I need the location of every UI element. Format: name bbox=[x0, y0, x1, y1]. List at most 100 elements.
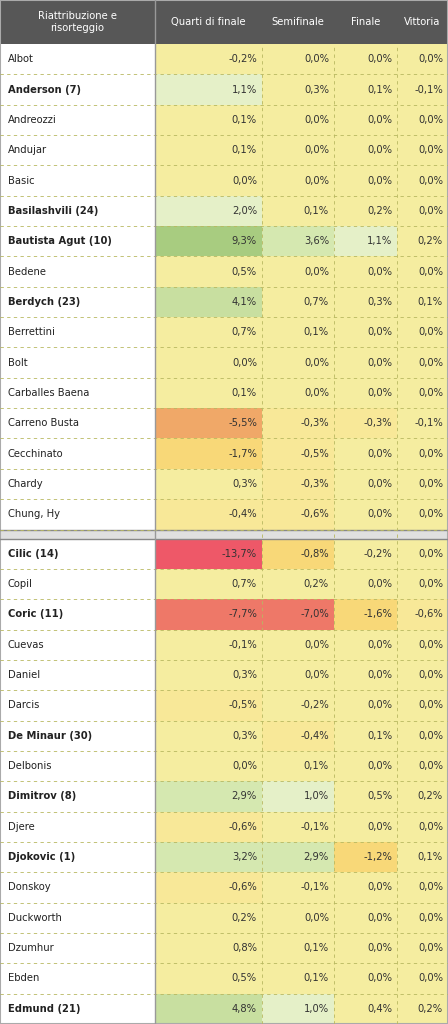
Text: 1,0%: 1,0% bbox=[304, 1004, 329, 1014]
Bar bbox=[334, 539, 397, 569]
Bar bbox=[262, 287, 334, 317]
Text: 0,3%: 0,3% bbox=[232, 479, 257, 489]
Text: 0,0%: 0,0% bbox=[418, 943, 443, 953]
Bar bbox=[155, 409, 262, 438]
Text: 9,3%: 9,3% bbox=[232, 237, 257, 246]
Text: -0,3%: -0,3% bbox=[300, 418, 329, 428]
Bar bbox=[397, 196, 448, 226]
Bar bbox=[262, 751, 334, 781]
Text: 3,2%: 3,2% bbox=[232, 852, 257, 862]
Text: 0,0%: 0,0% bbox=[418, 206, 443, 216]
Text: -5,5%: -5,5% bbox=[228, 418, 257, 428]
Bar bbox=[334, 438, 397, 469]
Bar bbox=[262, 659, 334, 690]
Bar bbox=[334, 165, 397, 196]
Text: -0,3%: -0,3% bbox=[363, 418, 392, 428]
Text: 0,0%: 0,0% bbox=[418, 115, 443, 125]
Text: 0,3%: 0,3% bbox=[304, 85, 329, 94]
Bar bbox=[155, 812, 262, 842]
Text: Cuevas: Cuevas bbox=[8, 640, 45, 649]
Bar bbox=[262, 964, 334, 993]
Bar bbox=[0, 529, 448, 539]
Text: 0,0%: 0,0% bbox=[367, 388, 392, 398]
Bar bbox=[397, 872, 448, 902]
Text: 0,2%: 0,2% bbox=[418, 792, 443, 802]
Bar bbox=[262, 0, 334, 44]
Text: 0,0%: 0,0% bbox=[418, 509, 443, 519]
Text: 0,2%: 0,2% bbox=[418, 237, 443, 246]
Bar bbox=[397, 933, 448, 964]
Bar bbox=[262, 872, 334, 902]
Bar bbox=[334, 599, 397, 630]
Text: 0,0%: 0,0% bbox=[418, 54, 443, 65]
Text: -7,7%: -7,7% bbox=[228, 609, 257, 620]
Bar bbox=[334, 499, 397, 529]
Bar bbox=[397, 569, 448, 599]
Text: 0,7%: 0,7% bbox=[232, 328, 257, 337]
Bar bbox=[334, 378, 397, 409]
Text: 0,0%: 0,0% bbox=[418, 640, 443, 649]
Bar bbox=[262, 104, 334, 135]
Bar bbox=[0, 964, 155, 993]
Bar bbox=[0, 751, 155, 781]
Bar bbox=[262, 409, 334, 438]
Text: 2,9%: 2,9% bbox=[304, 852, 329, 862]
Text: Berrettini: Berrettini bbox=[8, 328, 55, 337]
Text: 0,0%: 0,0% bbox=[418, 974, 443, 983]
Text: Cilic (14): Cilic (14) bbox=[8, 549, 59, 559]
Bar bbox=[334, 690, 397, 721]
Bar bbox=[397, 469, 448, 499]
Bar bbox=[334, 812, 397, 842]
Text: 1,1%: 1,1% bbox=[367, 237, 392, 246]
Text: -0,6%: -0,6% bbox=[228, 822, 257, 831]
Text: -0,4%: -0,4% bbox=[300, 731, 329, 740]
Text: Bolt: Bolt bbox=[8, 357, 28, 368]
Text: 0,0%: 0,0% bbox=[367, 822, 392, 831]
Bar bbox=[155, 659, 262, 690]
Text: Andreozzi: Andreozzi bbox=[8, 115, 57, 125]
Text: -0,1%: -0,1% bbox=[228, 640, 257, 649]
Bar bbox=[155, 993, 262, 1024]
Text: 0,0%: 0,0% bbox=[418, 761, 443, 771]
Text: 0,0%: 0,0% bbox=[418, 579, 443, 589]
Text: Chardy: Chardy bbox=[8, 479, 43, 489]
Text: 0,0%: 0,0% bbox=[367, 357, 392, 368]
Bar bbox=[262, 812, 334, 842]
Text: Edmund (21): Edmund (21) bbox=[8, 1004, 81, 1014]
Text: 0,7%: 0,7% bbox=[232, 579, 257, 589]
Bar bbox=[334, 569, 397, 599]
Bar bbox=[334, 902, 397, 933]
Text: Copil: Copil bbox=[8, 579, 33, 589]
Text: 0,3%: 0,3% bbox=[232, 670, 257, 680]
Text: -0,1%: -0,1% bbox=[414, 418, 443, 428]
Text: 0,8%: 0,8% bbox=[232, 943, 257, 953]
Bar bbox=[262, 438, 334, 469]
Text: 0,5%: 0,5% bbox=[367, 792, 392, 802]
Text: Basilashvili (24): Basilashvili (24) bbox=[8, 206, 99, 216]
Bar bbox=[262, 539, 334, 569]
Text: 0,7%: 0,7% bbox=[304, 297, 329, 307]
Bar bbox=[155, 347, 262, 378]
Text: 0,1%: 0,1% bbox=[232, 115, 257, 125]
Bar bbox=[155, 378, 262, 409]
Text: 0,1%: 0,1% bbox=[304, 943, 329, 953]
Text: 0,0%: 0,0% bbox=[367, 943, 392, 953]
Text: 0,0%: 0,0% bbox=[367, 266, 392, 276]
Text: Albot: Albot bbox=[8, 54, 34, 65]
Text: 0,0%: 0,0% bbox=[418, 822, 443, 831]
Bar bbox=[397, 438, 448, 469]
Text: -0,2%: -0,2% bbox=[363, 549, 392, 559]
Text: 0,0%: 0,0% bbox=[418, 266, 443, 276]
Bar bbox=[334, 964, 397, 993]
Text: 0,0%: 0,0% bbox=[367, 700, 392, 711]
Bar bbox=[155, 781, 262, 812]
Text: 0,0%: 0,0% bbox=[418, 357, 443, 368]
Text: Cecchinato: Cecchinato bbox=[8, 449, 64, 459]
Bar bbox=[397, 165, 448, 196]
Text: Daniel: Daniel bbox=[8, 670, 40, 680]
Bar bbox=[155, 287, 262, 317]
Bar bbox=[397, 599, 448, 630]
Text: 0,2%: 0,2% bbox=[367, 206, 392, 216]
Text: 0,5%: 0,5% bbox=[232, 266, 257, 276]
Bar bbox=[334, 256, 397, 287]
